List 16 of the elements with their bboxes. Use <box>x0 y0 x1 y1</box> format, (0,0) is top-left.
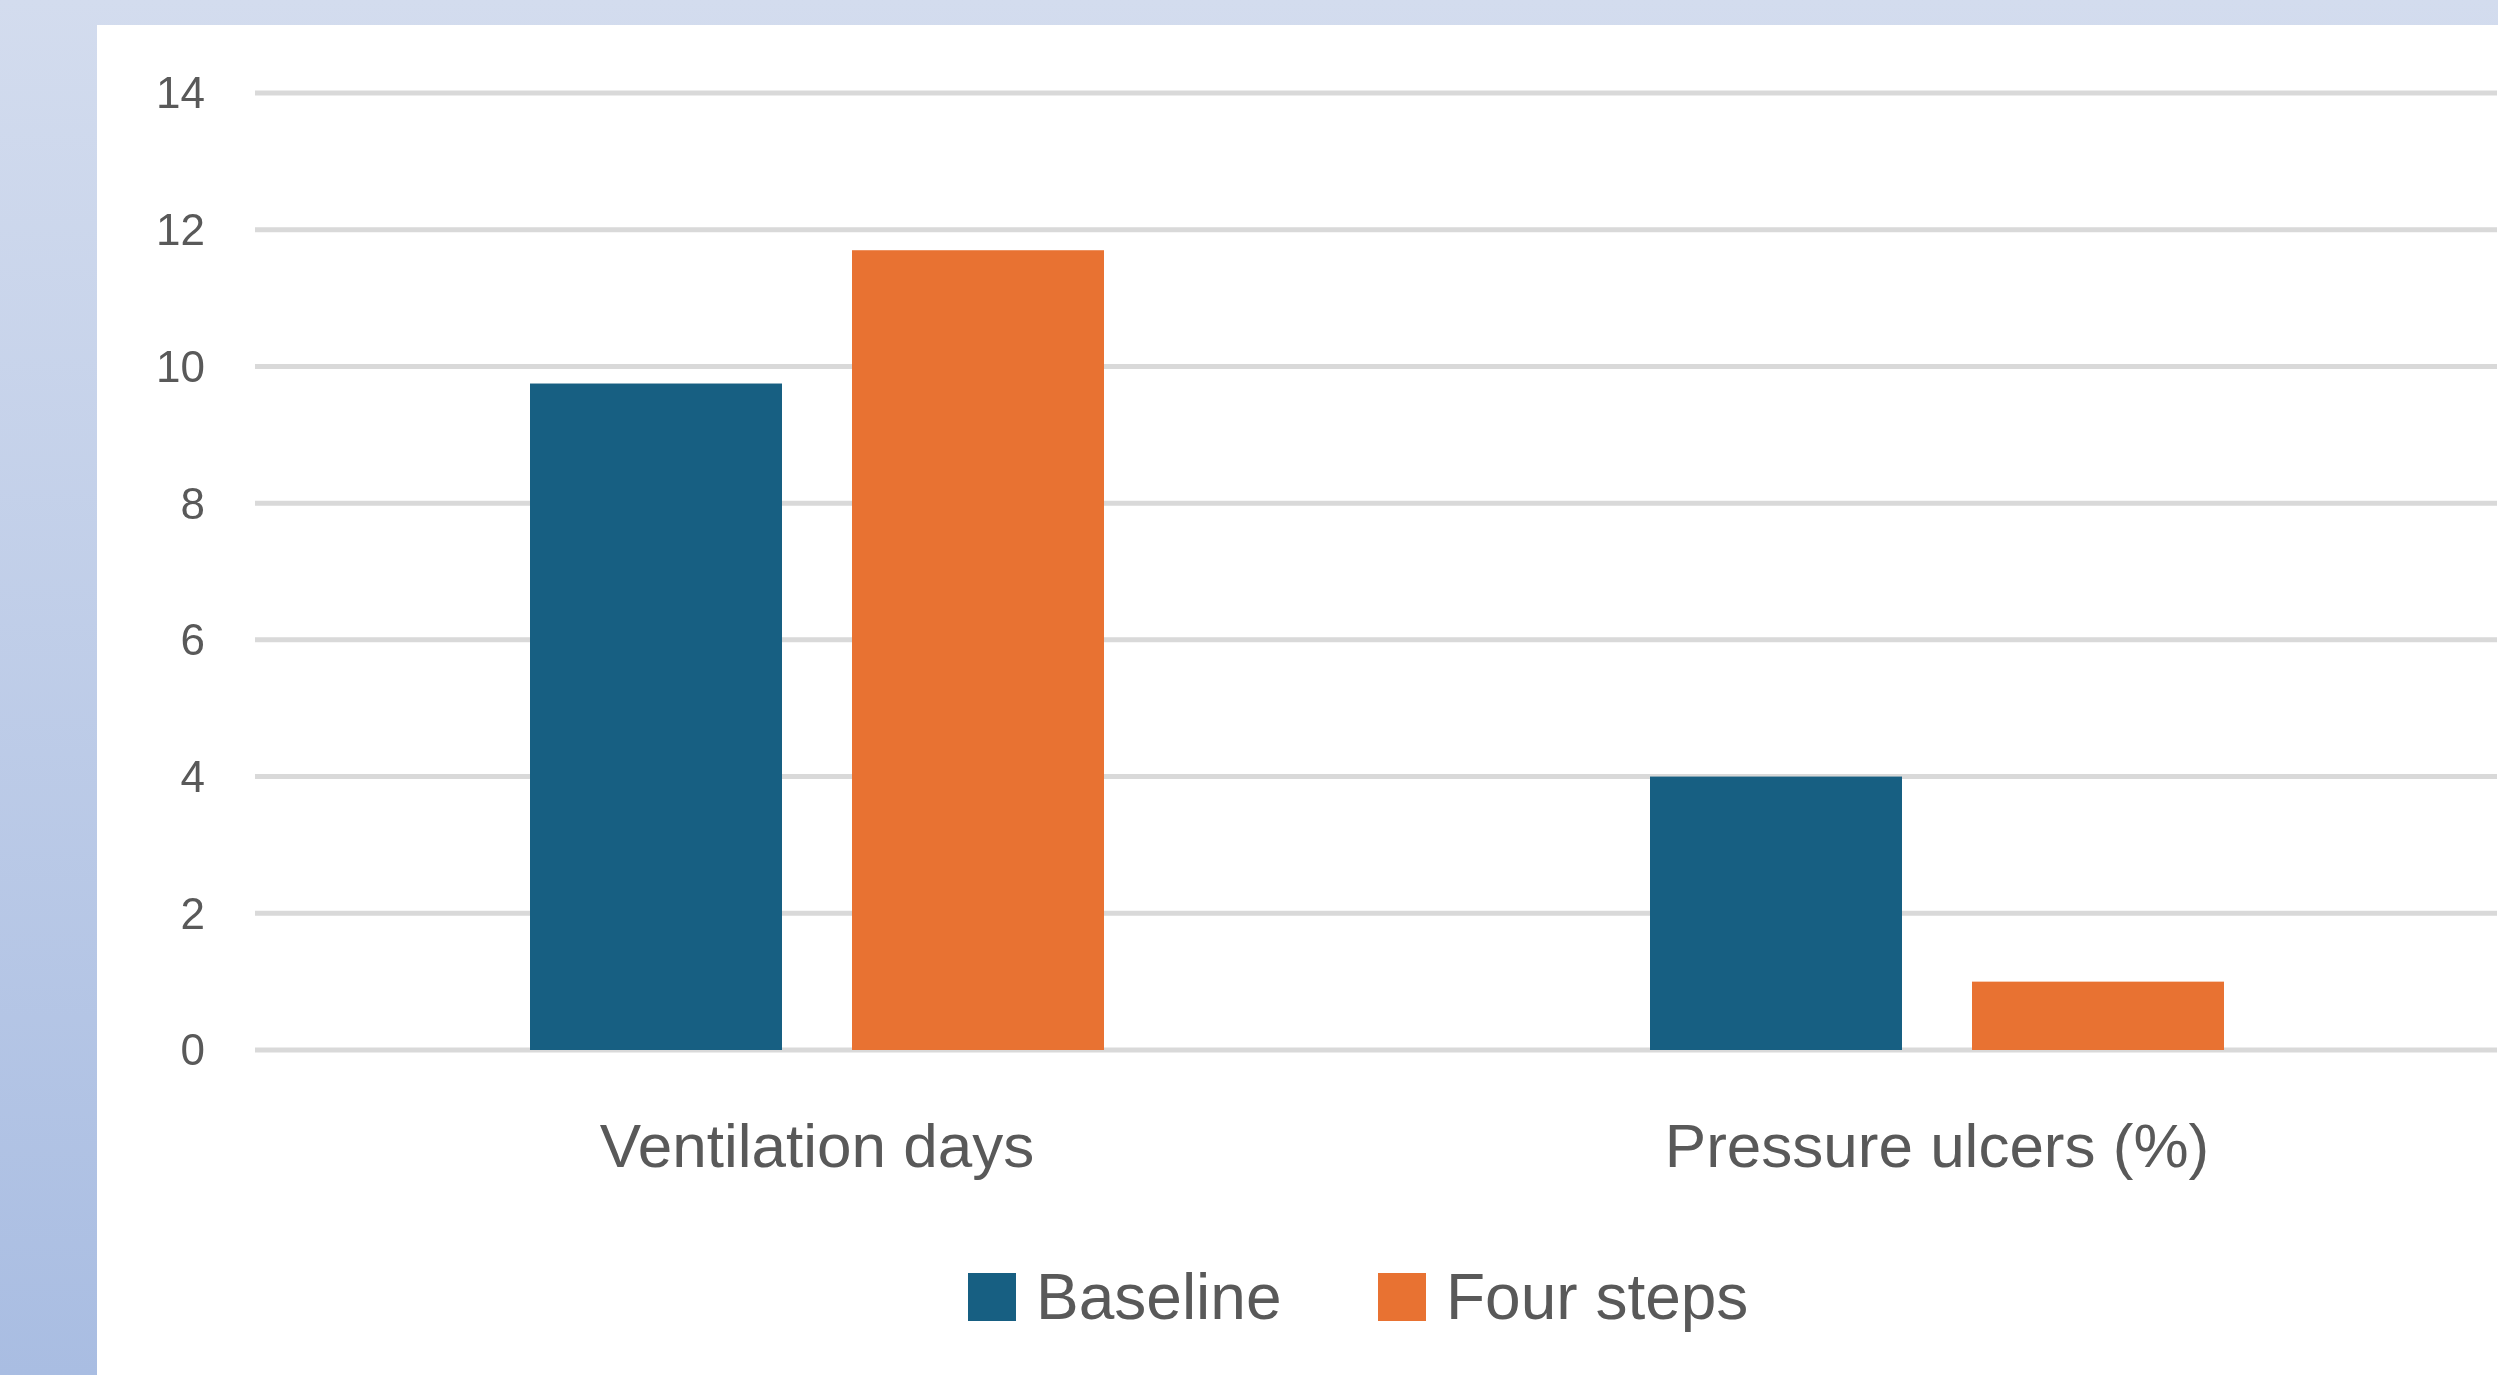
legend-label: Four steps <box>1446 1261 1749 1334</box>
y-tick-label: 12 <box>156 205 205 255</box>
y-tick-label: 10 <box>156 341 205 391</box>
x-tick-label: Ventilation days <box>599 1110 1035 1180</box>
bar <box>852 250 1104 1050</box>
y-tick-label: 2 <box>180 888 205 938</box>
y-tick-label: 8 <box>180 478 205 528</box>
y-tick-label: 0 <box>180 1025 205 1075</box>
x-tick-label: Pressure ulcers (%) <box>1664 1110 2210 1180</box>
y-tick-label: 14 <box>156 68 205 118</box>
bar <box>1650 776 1902 1050</box>
legend-label: Baseline <box>1036 1261 1282 1334</box>
y-tick-label: 6 <box>180 615 205 665</box>
bar <box>1972 981 2224 1050</box>
bar <box>530 383 782 1050</box>
y-tick-label: 4 <box>180 751 205 801</box>
